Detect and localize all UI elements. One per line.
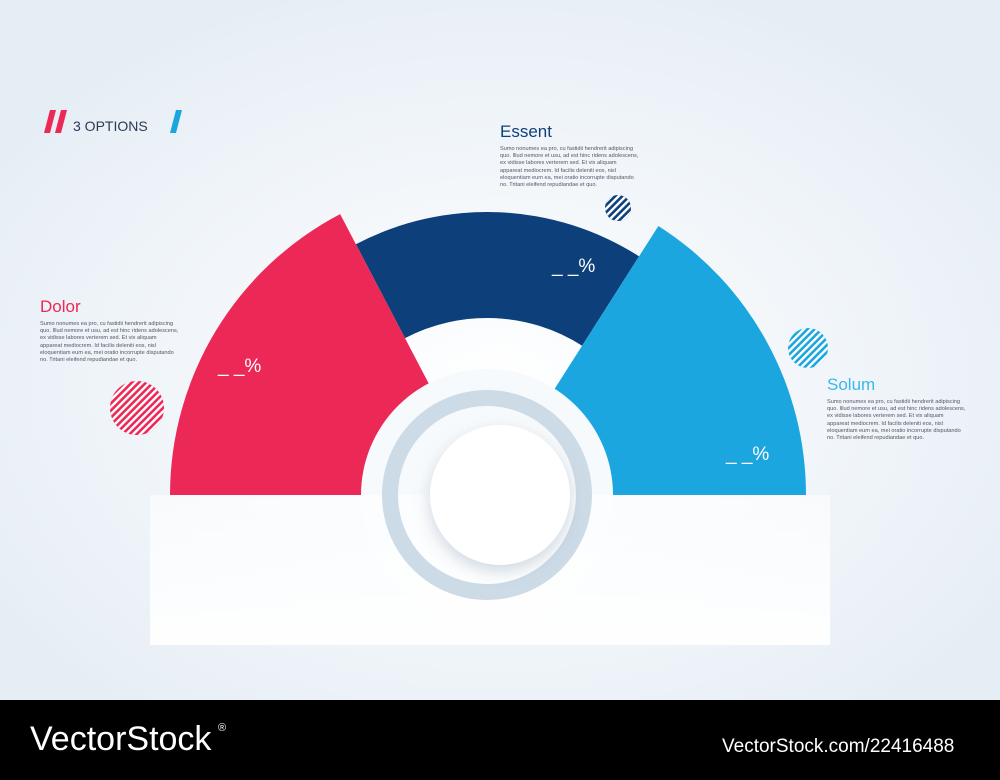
options-icon bbox=[44, 110, 182, 133]
option-percent: _ _% bbox=[552, 256, 596, 277]
hatched-dots bbox=[110, 195, 828, 435]
option-percent: _ _% bbox=[726, 444, 770, 465]
segment-essent bbox=[355, 212, 640, 346]
footer-id: VectorStock.com/22416488 bbox=[722, 736, 955, 757]
footer-brand: VectorStock bbox=[30, 720, 212, 758]
footer-mark: ® bbox=[218, 722, 227, 734]
center bbox=[382, 390, 592, 600]
footer: VectorStock ® VectorStock.com/22416488 bbox=[0, 700, 1000, 780]
header-label: 3 OPTIONS bbox=[73, 118, 148, 134]
option-title: Solum bbox=[827, 375, 876, 394]
diagram bbox=[0, 0, 1000, 700]
option-text: Sumo nonumes ea pro, cu fastidii hendrer… bbox=[500, 146, 639, 189]
option-percent: _ _% bbox=[218, 356, 262, 377]
option-text: Sumo nonumes ea pro, cu fastidii hendrer… bbox=[40, 321, 179, 364]
option-text: Sumo nonumes ea pro, cu fastidii hendrer… bbox=[827, 399, 966, 442]
option-title: Essent bbox=[500, 122, 552, 141]
option-title: Dolor bbox=[40, 297, 81, 316]
